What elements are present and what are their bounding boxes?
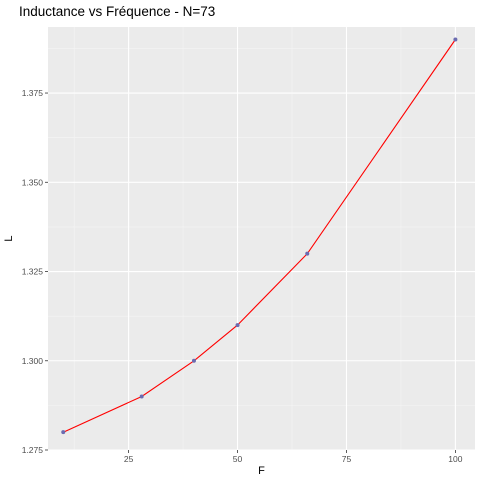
chart-title: Inductance vs Fréquence - N=73 <box>19 4 216 19</box>
data-point <box>61 430 66 435</box>
data-point <box>305 251 310 256</box>
x-tick-label: 25 <box>124 454 134 464</box>
x-axis-label: F <box>258 465 265 477</box>
plot-panel <box>48 27 475 450</box>
y-tick-label: 1.350 <box>22 177 44 187</box>
x-tick-label: 50 <box>233 454 243 464</box>
data-point <box>235 323 240 328</box>
x-axis: 25 50 75 100 <box>124 450 463 464</box>
y-tick-label: 1.275 <box>22 445 44 455</box>
x-tick-label: 100 <box>448 454 462 464</box>
y-tick-label: 1.375 <box>22 88 44 98</box>
x-tick-label: 75 <box>342 454 352 464</box>
y-axis-label: L <box>3 235 15 241</box>
data-point <box>139 394 144 399</box>
grid-minor <box>48 27 475 450</box>
fit-line <box>63 39 456 433</box>
grid-major <box>48 27 475 451</box>
y-tick-label: 1.325 <box>22 267 44 277</box>
data-point <box>453 37 458 42</box>
data-point <box>191 358 196 363</box>
series-layer <box>61 37 458 435</box>
y-axis: 1.275 1.300 1.325 1.350 1.375 <box>22 88 48 455</box>
y-tick-label: 1.300 <box>22 356 44 366</box>
